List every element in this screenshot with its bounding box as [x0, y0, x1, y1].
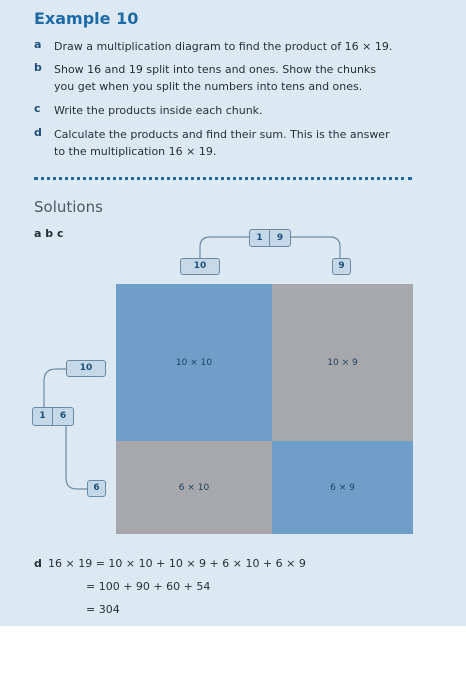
- solution-parts-label: a b c: [34, 227, 64, 240]
- working-line-3: = 304: [86, 603, 120, 616]
- top-ones-box: 9: [332, 258, 351, 275]
- top-number-split: 1 9: [249, 229, 291, 247]
- left-split-ones: 6: [59, 411, 67, 421]
- item-letter: a: [34, 38, 42, 51]
- connector-lines: [43, 236, 341, 490]
- cell-label: 6 × 10: [178, 482, 210, 493]
- example-title: Example 10: [34, 9, 139, 28]
- item-text: Draw a multiplication diagram to find th…: [54, 40, 393, 53]
- working-line-1: 16 × 19 = 10 × 10 + 10 × 9 + 6 × 10 + 6 …: [48, 557, 306, 570]
- solutions-heading: Solutions: [34, 198, 103, 216]
- working-letter: d: [34, 557, 42, 570]
- left-split-tens: 1: [33, 408, 53, 425]
- cell-bottom-right: 6 × 9: [272, 441, 413, 534]
- item-letter: d: [34, 126, 42, 139]
- cell-top-left: 10 × 10: [116, 284, 272, 441]
- item-text: Show 16 and 19 split into tens and ones.…: [54, 63, 377, 93]
- item-text: Write the products inside each chunk.: [54, 104, 263, 117]
- left-tens-box: 10: [66, 360, 106, 377]
- example-panel: Example 10 a Draw a multiplication diagr…: [0, 0, 466, 626]
- working-line-2: = 100 + 90 + 60 + 54: [86, 580, 211, 593]
- cell-label: 10 × 10: [175, 357, 213, 368]
- left-ones-box: 6: [87, 480, 106, 497]
- top-split-ones: 9: [276, 233, 284, 243]
- top-tens-box: 10: [180, 258, 220, 275]
- item-letter: c: [34, 102, 41, 115]
- left-number-split: 1 6: [32, 407, 74, 426]
- cell-label: 6 × 9: [330, 482, 355, 493]
- item-letter: b: [34, 61, 42, 74]
- dotted-divider: [34, 177, 412, 180]
- cell-bottom-left: 6 × 10: [116, 441, 272, 534]
- cell-label: 10 × 9: [327, 357, 358, 368]
- item-text: Calculate the products and find their su…: [54, 128, 390, 158]
- top-split-tens: 1: [250, 230, 270, 246]
- cell-top-right: 10 × 9: [272, 284, 413, 441]
